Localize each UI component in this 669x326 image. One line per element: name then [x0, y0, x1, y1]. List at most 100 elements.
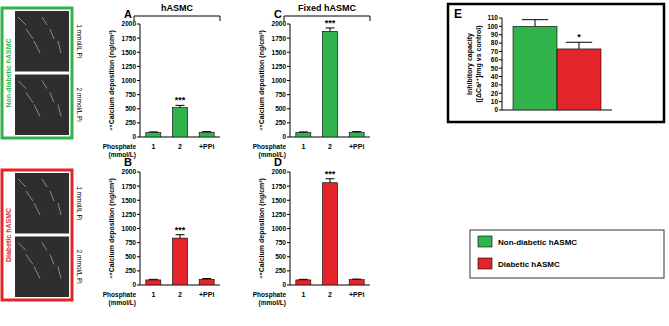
y-tick-label: 0 [132, 133, 136, 140]
header: hASMC [134, 3, 220, 21]
x-tick-label: 1 [151, 291, 155, 298]
figure: Non-diabetic hASMC1 mmol/L Pi2 mmol/L Pi… [0, 0, 669, 326]
micrograph-cell [42, 17, 47, 25]
y-tick-label: 30 [491, 81, 499, 88]
x-tick-label: +PPi [199, 143, 214, 150]
legend-label: Diabetic hASMC [498, 260, 560, 269]
y-tick-label: 250 [275, 119, 286, 126]
header-label: Fixed hASMC [298, 3, 357, 13]
error-bar-cap [352, 279, 361, 280]
plot-area [146, 235, 214, 285]
y-tick [499, 76, 502, 77]
y-tick-label: 500 [125, 253, 136, 260]
x-tick-label: 2 [178, 143, 182, 150]
header: Fixed hASMC [284, 3, 370, 21]
y-tick-label: 1000 [272, 77, 287, 84]
y-tick [499, 59, 502, 60]
x-axis-label: Phosphate [253, 143, 287, 151]
error-bar [149, 131, 158, 133]
y-tick [137, 242, 140, 243]
y-tick-label: 2000 [272, 20, 287, 27]
y-tick-label: 50 [491, 65, 499, 72]
error-bar [522, 20, 548, 27]
bar [557, 49, 601, 110]
y-tick [499, 101, 502, 102]
header-label: hASMC [161, 3, 193, 13]
y-tick [499, 51, 502, 52]
micrograph-cell [58, 267, 61, 279]
error-bar-stem [330, 179, 331, 183]
y-tick-label: 1250 [122, 211, 137, 218]
y-tick [287, 186, 290, 187]
bar [296, 132, 311, 137]
x-tick-label: 1 [301, 291, 305, 298]
micrograph-group-label: Diabetic hASMC [5, 208, 12, 262]
significance: *** [175, 225, 186, 235]
micrograph-cell [50, 255, 54, 265]
y-tick-label: 0 [132, 281, 136, 288]
y-tick-label: 110 [488, 14, 499, 21]
y-tick-label: 1500 [272, 197, 287, 204]
y-tick-label: 0 [494, 106, 498, 113]
error-bar-stem [535, 20, 536, 27]
legend-label: Non-diabetic hASMC [498, 238, 577, 247]
micrograph-frame [2, 8, 72, 138]
y-tick [137, 186, 140, 187]
y-tick [499, 110, 502, 111]
error-bar-stem [330, 28, 331, 31]
error-bar [299, 131, 308, 133]
bar [146, 132, 161, 137]
x-tick-label: +PPi [349, 143, 364, 150]
y-tick [137, 256, 140, 257]
significance: *** [325, 169, 336, 179]
y-tick [287, 66, 290, 67]
legend-swatch [478, 258, 492, 269]
y-tick [287, 94, 290, 95]
y-tick-label: 100 [487, 23, 498, 30]
y-tick [287, 228, 290, 229]
y-tick [137, 80, 140, 81]
y-tick [287, 256, 290, 257]
significance: *** [325, 18, 336, 28]
legend: Non-diabetic hASMC Diabetic hASMC [470, 230, 664, 278]
header-bracket [284, 16, 370, 21]
micrograph-frame [2, 170, 72, 300]
y-tick-label: 80 [491, 39, 499, 46]
panel-letter: E [454, 7, 462, 21]
y-tick [287, 242, 290, 243]
x-tick-label: +PPi [349, 291, 364, 298]
legend-frame [470, 230, 664, 278]
y-tick [137, 66, 140, 67]
y-tick [499, 43, 502, 44]
legend-swatch [478, 236, 492, 247]
y-tick-label: 500 [275, 253, 286, 260]
plot-area [296, 179, 364, 285]
y-tick-label: 1500 [272, 49, 287, 56]
y-tick [287, 285, 290, 286]
bar [296, 280, 311, 285]
micrograph-cell [34, 203, 40, 215]
error-bar-cap [202, 278, 211, 279]
y-tick-label: 1750 [272, 35, 287, 42]
bar [199, 279, 214, 285]
panel: E0102030405060708090100110Inhibitory cap… [448, 4, 664, 122]
y-tick-label: 70 [491, 48, 499, 55]
y-tick [287, 52, 290, 53]
y-tick-label: 1750 [272, 183, 287, 190]
y-axis-label: Inhibitory capacity [466, 33, 474, 95]
plot-area [146, 105, 214, 137]
y-tick [287, 24, 290, 25]
panel: A025050075010001250150017502000⁴⁵Calcium… [103, 8, 220, 159]
micrograph-cell [26, 255, 33, 265]
micrograph-cell [58, 203, 61, 215]
y-tick [137, 108, 140, 109]
micrograph-cell [26, 191, 33, 201]
y-tick-label: 500 [125, 105, 136, 112]
y-tick [499, 84, 502, 85]
bar [323, 183, 338, 285]
micrograph-cell [42, 179, 47, 187]
y-tick-label: 1250 [272, 63, 287, 70]
plot-area [513, 20, 601, 110]
y-axis-label: ⁴⁵Calcium deposition (ng/cm²) [258, 178, 266, 279]
x-axis-label: (mmol/L) [259, 299, 286, 307]
